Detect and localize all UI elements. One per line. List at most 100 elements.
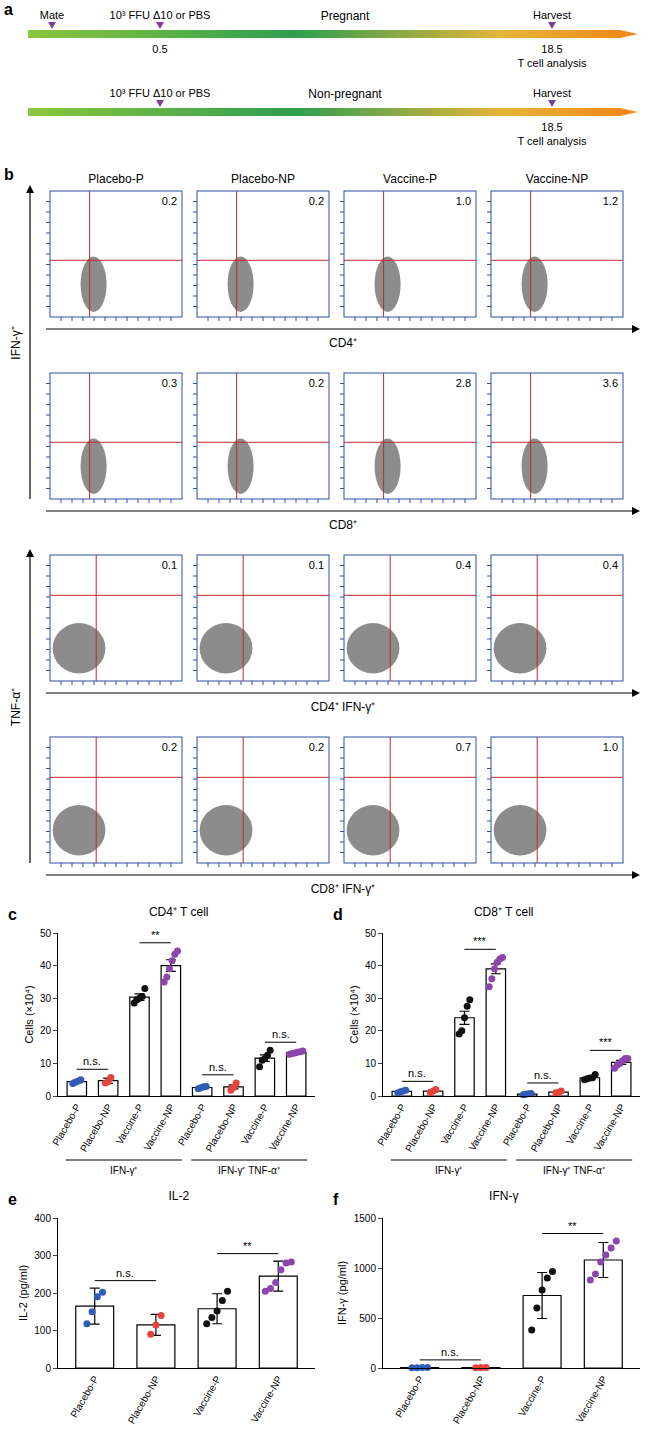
svg-text:Placebo-NP: Placebo-NP [528,1102,564,1154]
svg-text:IFN-γ⁺: IFN-γ⁺ [9,326,23,359]
svg-text:T cell analysis: T cell analysis [518,135,587,147]
svg-text:30: 30 [40,993,52,1004]
svg-text:Vaccine-P: Vaccine-P [239,1102,271,1147]
svg-text:IL-2 (pg/ml): IL-2 (pg/ml) [17,1265,29,1321]
svg-text:Placebo-P: Placebo-P [176,1102,209,1148]
svg-text:10: 10 [40,1058,52,1069]
svg-text:Vaccine-P: Vaccine-P [383,172,437,186]
svg-text:**: ** [243,1240,252,1252]
svg-text:400: 400 [34,1213,51,1224]
svg-text:18.5: 18.5 [541,121,562,133]
svg-text:CD4⁺ IFN-γ⁺: CD4⁺ IFN-γ⁺ [311,700,376,714]
svg-text:T cell analysis: T cell analysis [518,57,587,69]
svg-text:2.8: 2.8 [456,377,471,389]
svg-text:Placebo-P: Placebo-P [50,1102,83,1148]
svg-text:**: ** [151,929,160,941]
svg-text:40: 40 [40,960,52,971]
svg-text:10³ FFU Δ10 or PBS: 10³ FFU Δ10 or PBS [110,9,211,21]
svg-text:b: b [4,166,14,183]
svg-text:1.0: 1.0 [456,195,471,207]
svg-text:300: 300 [34,1250,51,1261]
svg-text:Placebo-NP: Placebo-NP [203,1102,239,1154]
svg-text:10³ FFU Δ10 or PBS: 10³ FFU Δ10 or PBS [110,87,211,99]
svg-text:Cells (×10⁴): Cells (×10⁴) [23,985,35,1043]
svg-text:1.0: 1.0 [603,741,618,753]
svg-text:Non-pregnant: Non-pregnant [308,87,382,101]
svg-text:30: 30 [365,993,377,1004]
svg-text:0.2: 0.2 [162,195,177,207]
svg-text:n.s.: n.s. [272,1028,290,1040]
svg-text:Vaccine-P: Vaccine-P [516,1374,548,1419]
svg-text:100: 100 [34,1325,51,1336]
svg-text:Vaccine-NP: Vaccine-NP [526,172,588,186]
svg-text:3.6: 3.6 [603,377,618,389]
svg-text:0.1: 0.1 [162,559,177,571]
svg-text:Placebo-P: Placebo-P [393,1374,426,1420]
svg-text:TNF-α⁺: TNF-α⁺ [9,688,23,726]
svg-text:0.4: 0.4 [456,559,471,571]
svg-text:Placebo-P: Placebo-P [501,1102,534,1148]
svg-text:0.7: 0.7 [456,741,471,753]
svg-text:0: 0 [370,1091,376,1102]
svg-text:Placebo-P: Placebo-P [68,1374,101,1420]
svg-text:0.2: 0.2 [162,741,177,753]
svg-text:Placebo-NP: Placebo-NP [451,1374,487,1426]
svg-text:IFN-γ (pg/ml): IFN-γ (pg/ml) [336,1261,348,1325]
svg-text:1500: 1500 [354,1213,377,1224]
svg-text:0.2: 0.2 [309,741,324,753]
svg-text:CD4⁺ T cell: CD4⁺ T cell [149,905,209,919]
svg-text:CD4⁺: CD4⁺ [329,336,357,350]
svg-text:IFN-γ: IFN-γ [489,1189,518,1203]
svg-text:Pregnant: Pregnant [321,9,370,23]
svg-text:IFN-γ⁺ TNF-α⁺: IFN-γ⁺ TNF-α⁺ [218,1165,281,1176]
svg-text:0: 0 [45,1091,51,1102]
svg-text:f: f [333,1191,339,1208]
svg-text:1.2: 1.2 [603,195,618,207]
svg-text:n.s.: n.s. [209,1061,227,1073]
svg-text:0.2: 0.2 [309,377,324,389]
svg-text:n.s.: n.s. [408,1067,426,1079]
svg-text:Placebo-P: Placebo-P [88,172,143,186]
svg-text:d: d [333,906,343,923]
svg-text:Placebo-NP: Placebo-NP [78,1102,114,1154]
svg-text:e: e [8,1191,17,1208]
svg-text:Mate: Mate [40,9,64,21]
svg-text:Vaccine-P: Vaccine-P [191,1374,223,1419]
svg-text:50: 50 [365,928,377,939]
svg-text:0: 0 [370,1363,376,1374]
svg-text:IFN-γ⁺ TNF-α⁺: IFN-γ⁺ TNF-α⁺ [543,1165,606,1176]
svg-text:0.2: 0.2 [309,195,324,207]
svg-text:Harvest: Harvest [533,9,571,21]
svg-text:Vaccine-P: Vaccine-P [114,1102,146,1147]
svg-text:Vaccine-NP: Vaccine-NP [267,1102,303,1153]
svg-text:0.5: 0.5 [152,43,167,55]
svg-text:0.4: 0.4 [603,559,618,571]
svg-text:20: 20 [365,1025,377,1036]
svg-text:Vaccine-NP: Vaccine-NP [592,1102,628,1153]
svg-text:Placebo-P: Placebo-P [375,1102,408,1148]
svg-text:n.s.: n.s. [116,1267,134,1279]
svg-text:20: 20 [40,1025,52,1036]
svg-text:IFN-γ⁺: IFN-γ⁺ [435,1165,463,1176]
svg-text:IFN-γ⁺: IFN-γ⁺ [110,1165,138,1176]
svg-text:18.5: 18.5 [541,43,562,55]
svg-text:***: *** [473,935,487,947]
svg-text:CD8⁺: CD8⁺ [329,518,357,532]
svg-text:0: 0 [45,1363,51,1374]
svg-text:CD8⁺ T cell: CD8⁺ T cell [474,905,534,919]
svg-text:200: 200 [34,1288,51,1299]
svg-text:Vaccine-P: Vaccine-P [564,1102,596,1147]
svg-text:0.1: 0.1 [309,559,324,571]
svg-text:Vaccine-NP: Vaccine-NP [574,1374,610,1425]
svg-text:10: 10 [365,1058,377,1069]
svg-text:***: *** [599,1036,613,1048]
svg-text:Harvest: Harvest [533,87,571,99]
svg-text:Placebo-NP: Placebo-NP [403,1102,439,1154]
svg-text:n.s.: n.s. [83,1055,101,1067]
svg-text:Cells (×10⁴): Cells (×10⁴) [348,985,360,1043]
svg-text:c: c [8,906,17,923]
svg-text:500: 500 [359,1313,376,1324]
svg-text:Vaccine-P: Vaccine-P [439,1102,471,1147]
svg-text:Vaccine-NP: Vaccine-NP [249,1374,285,1425]
svg-text:Vaccine-NP: Vaccine-NP [466,1102,502,1153]
